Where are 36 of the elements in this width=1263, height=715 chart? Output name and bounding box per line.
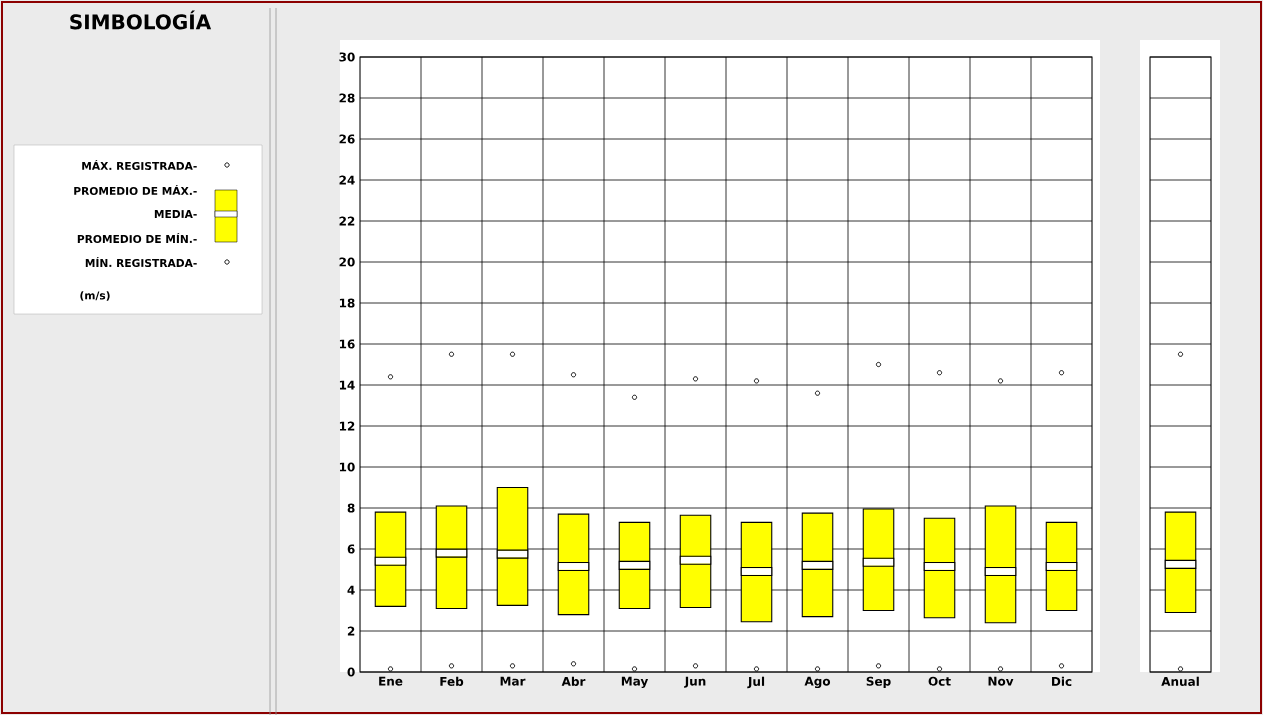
text: PROMEDIO DE MÁX.- — [74, 184, 197, 196]
y-tick-label: 14 — [339, 380, 355, 390]
y-tick-label: 0 — [347, 667, 355, 677]
text: MEDIA- — [154, 210, 197, 218]
x-tick-label: May — [621, 676, 649, 689]
y-tick-label: 24 — [339, 175, 355, 185]
y-tick-label: 2 — [347, 626, 355, 636]
y-tick-label: 26 — [339, 134, 355, 144]
x-tick-label: Jun — [684, 676, 706, 688]
y-axis-title: (m/s) — [80, 291, 110, 301]
y-tick-label: 10 — [339, 462, 355, 472]
x-tick-label: Ene — [379, 676, 403, 686]
x-tick-label: Sep — [866, 676, 891, 689]
y-tick-label: 30 — [339, 52, 355, 62]
x-tick-label: Abr — [561, 676, 586, 686]
text: MÁX. REGISTRADA- — [82, 159, 197, 171]
y-tick-label: 12 — [339, 421, 355, 431]
legend-title: SIMBOLOGÍA — [70, 10, 212, 30]
y-tick-label: 6 — [347, 544, 355, 554]
y-tick-label: 16 — [339, 339, 355, 349]
y-tick-label: 28 — [339, 93, 355, 103]
y-tick-label: 18 — [339, 298, 355, 308]
y-tick-label: 22 — [339, 216, 355, 226]
x-tick-label: Ago — [804, 676, 831, 689]
text: PROMEDIO DE MÍN.- — [77, 232, 197, 244]
text: MÍN. REGISTRADA- — [85, 256, 197, 268]
y-tick-label: 20 — [339, 257, 355, 267]
x-tick-label: Anual — [1161, 676, 1199, 686]
y-tick-label: 8 — [347, 503, 355, 513]
x-tick-label: Jul — [747, 676, 765, 689]
x-tick-label: Nov — [988, 676, 1014, 686]
x-tick-label: Mar — [500, 676, 526, 686]
y-tick-label: 4 — [347, 585, 355, 595]
x-tick-label: Dic — [1052, 676, 1072, 686]
x-tick-label: Oct — [928, 676, 951, 686]
x-tick-label: Feb — [440, 676, 464, 686]
